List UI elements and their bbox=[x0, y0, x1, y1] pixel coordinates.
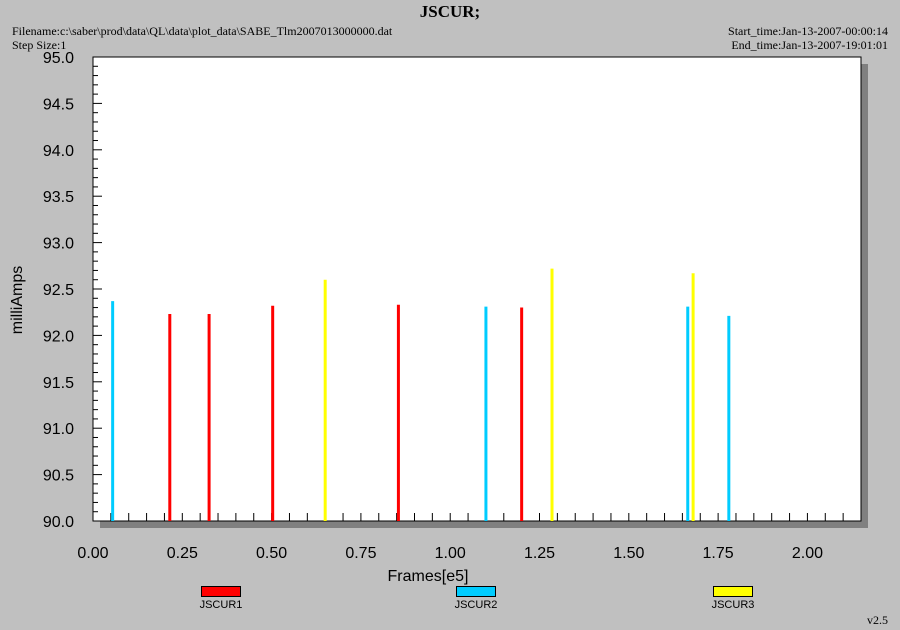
y-tick-label: 90.0 bbox=[43, 514, 74, 531]
x-tick-label: 1.50 bbox=[613, 545, 644, 562]
x-tick-label: 1.75 bbox=[703, 545, 734, 562]
legend-item-jscur2: JSCUR2 bbox=[436, 586, 516, 611]
legend-item-jscur3: JSCUR3 bbox=[693, 586, 773, 611]
x-tick-label: 2.00 bbox=[792, 545, 823, 562]
filename-label: Filename:c:\saber\prod\data\QL\data\plot… bbox=[12, 24, 393, 38]
legend-item-jscur1: JSCUR1 bbox=[181, 586, 261, 611]
version-label: v2.5 bbox=[867, 613, 888, 627]
y-tick-label: 94.0 bbox=[43, 143, 74, 160]
y-tick-label: 93.5 bbox=[43, 189, 74, 206]
legend-label-jscur2: JSCUR2 bbox=[454, 599, 498, 611]
legend-swatch-jscur3 bbox=[713, 586, 753, 597]
y-axis-label: milliAmps bbox=[9, 266, 26, 334]
plot-area bbox=[92, 56, 862, 522]
tick-marks bbox=[92, 56, 862, 522]
y-tick-label: 91.5 bbox=[43, 375, 74, 392]
step-size-label: Step Size:1 bbox=[12, 38, 67, 52]
y-tick-label: 93.0 bbox=[43, 236, 74, 253]
legend-label-jscur3: JSCUR3 bbox=[711, 599, 755, 611]
chart-title: JSCUR; bbox=[419, 2, 481, 21]
y-tick-label: 95.0 bbox=[43, 50, 74, 67]
x-tick-label: 1.25 bbox=[524, 545, 555, 562]
legend-swatch-jscur1 bbox=[201, 586, 241, 597]
y-tick-label: 92.0 bbox=[43, 328, 74, 345]
x-tick-label: 1.00 bbox=[435, 545, 466, 562]
x-tick-label: 0.00 bbox=[77, 545, 108, 562]
x-tick-label: 0.75 bbox=[345, 545, 376, 562]
end-time-label: End_time:Jan-13-2007-19:01:01 bbox=[731, 38, 888, 52]
x-tick-label: 0.25 bbox=[167, 545, 198, 562]
legend-swatch-jscur2 bbox=[456, 586, 496, 597]
y-tick-label: 90.5 bbox=[43, 468, 74, 485]
legend-label-jscur1: JSCUR1 bbox=[199, 599, 243, 611]
y-tick-label: 94.5 bbox=[43, 96, 74, 113]
y-tick-label: 91.0 bbox=[43, 421, 74, 438]
y-tick-labels: 90.0 90.5 91.0 91.5 92.0 92.5 93.0 93.5 94.0 94.5… bbox=[43, 50, 74, 531]
x-tick-label: 0.50 bbox=[256, 545, 287, 562]
start-time-label: Start_time:Jan-13-2007-00:00:14 bbox=[728, 24, 888, 38]
x-tick-labels: 0.00 0.25 0.50 0.75 1.00 1.25 1.50 1.75 2.00 bbox=[77, 545, 823, 562]
data-bars bbox=[111, 268, 731, 521]
y-tick-label: 92.5 bbox=[43, 282, 74, 299]
x-axis-label: Frames[e5] bbox=[388, 568, 469, 585]
